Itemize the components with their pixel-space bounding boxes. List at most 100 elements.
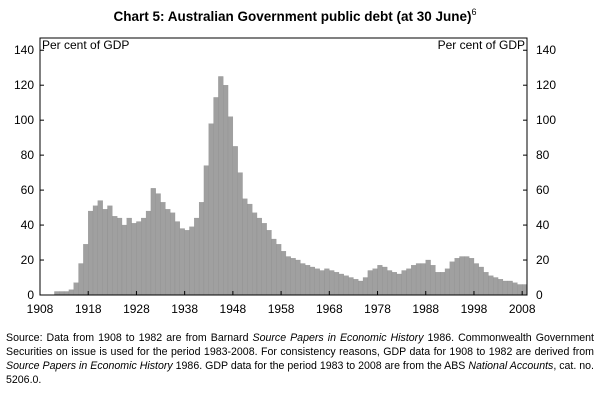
bar xyxy=(116,217,123,296)
bar xyxy=(223,85,229,296)
source-text: Source Papers in Economic History xyxy=(252,332,424,344)
bar xyxy=(237,172,243,296)
bar xyxy=(252,212,258,296)
bar xyxy=(362,277,369,296)
bar xyxy=(261,223,267,296)
bar xyxy=(473,263,479,296)
x-tick-label: 1978 xyxy=(364,302,391,316)
bar xyxy=(92,205,99,296)
bar xyxy=(333,272,340,296)
bar xyxy=(203,165,209,296)
source-text: 1986. Commonwealth Government Securities… xyxy=(6,332,594,358)
bar xyxy=(141,217,147,296)
bar xyxy=(266,230,272,296)
bar xyxy=(444,268,451,296)
bar xyxy=(232,146,238,296)
bar xyxy=(165,209,171,296)
bar xyxy=(488,275,494,296)
bar xyxy=(387,270,393,296)
bar xyxy=(406,268,412,296)
bar xyxy=(242,198,248,296)
bar xyxy=(512,282,518,296)
bar xyxy=(343,275,349,296)
bar xyxy=(309,266,315,296)
bar xyxy=(358,280,364,296)
y-tick-label: 40 xyxy=(21,218,35,232)
bar xyxy=(464,256,470,296)
bar xyxy=(227,116,234,296)
x-tick-label: 1928 xyxy=(123,302,150,316)
bar xyxy=(415,263,422,296)
bar xyxy=(256,217,262,296)
bar xyxy=(59,291,65,296)
bar xyxy=(517,284,523,296)
y2-tick-label: 40 xyxy=(536,218,550,232)
bar xyxy=(497,279,504,296)
bar xyxy=(502,280,508,296)
y2-tick-label: 0 xyxy=(536,288,543,302)
bar xyxy=(54,291,60,296)
y-tick-label: 60 xyxy=(21,183,35,197)
bar xyxy=(189,226,195,296)
bar xyxy=(174,221,180,296)
x-tick-label: 1968 xyxy=(316,302,343,316)
bar xyxy=(208,123,214,296)
bar xyxy=(425,259,431,296)
bar xyxy=(121,224,127,296)
bar xyxy=(391,272,397,296)
y-tick-label: 20 xyxy=(21,253,35,267)
x-tick-label: 1948 xyxy=(220,302,247,316)
bar xyxy=(83,244,89,296)
bar xyxy=(338,273,344,296)
bar xyxy=(454,258,460,296)
bar xyxy=(145,210,152,296)
bar xyxy=(430,265,436,296)
bar xyxy=(372,268,378,296)
bar xyxy=(97,200,103,296)
title-note: 6 xyxy=(472,7,477,17)
bar xyxy=(194,217,200,296)
bar xyxy=(126,217,132,296)
bar xyxy=(213,97,219,296)
bar xyxy=(507,280,513,296)
bar xyxy=(107,205,113,296)
bar xyxy=(314,268,320,296)
bar xyxy=(170,212,176,296)
bar xyxy=(218,76,224,296)
bar xyxy=(68,289,74,296)
source-text: , cat. no. 5206.0. xyxy=(6,360,595,386)
y-tick-label: 0 xyxy=(27,288,34,302)
title-text: Chart 5: Australian Government public de… xyxy=(113,9,471,24)
chart: Chart 5: Australian Government public de… xyxy=(14,7,556,316)
y2-axis-label: Per cent of GDP xyxy=(438,38,525,52)
y2-tick-label: 20 xyxy=(536,253,550,267)
y2-tick-label: 140 xyxy=(536,43,556,57)
source-text: Source Papers in Economic History xyxy=(6,360,173,372)
bar xyxy=(155,193,161,296)
bar xyxy=(353,279,359,296)
bar xyxy=(280,251,287,296)
bar xyxy=(247,203,253,296)
bar xyxy=(160,202,166,296)
source-note: Source: Data from 1908 to 1982 are from … xyxy=(6,331,594,387)
bar xyxy=(102,209,108,296)
y-tick-label: 100 xyxy=(14,113,34,127)
x-tick-label: 1958 xyxy=(268,302,295,316)
bar xyxy=(300,263,306,296)
bar xyxy=(184,230,190,296)
y2-tick-label: 60 xyxy=(536,183,550,197)
y-tick-label: 80 xyxy=(21,148,35,162)
bar xyxy=(483,272,489,296)
source-text: National Accounts xyxy=(468,360,554,372)
x-tick-label: 1988 xyxy=(412,302,439,316)
bar xyxy=(271,238,277,296)
bar xyxy=(478,266,484,296)
plot-frame xyxy=(39,37,528,296)
bar xyxy=(377,265,383,296)
bar xyxy=(522,284,528,296)
bar xyxy=(449,261,455,296)
bar xyxy=(459,256,465,296)
bar xyxy=(493,277,499,296)
bar xyxy=(73,282,79,296)
